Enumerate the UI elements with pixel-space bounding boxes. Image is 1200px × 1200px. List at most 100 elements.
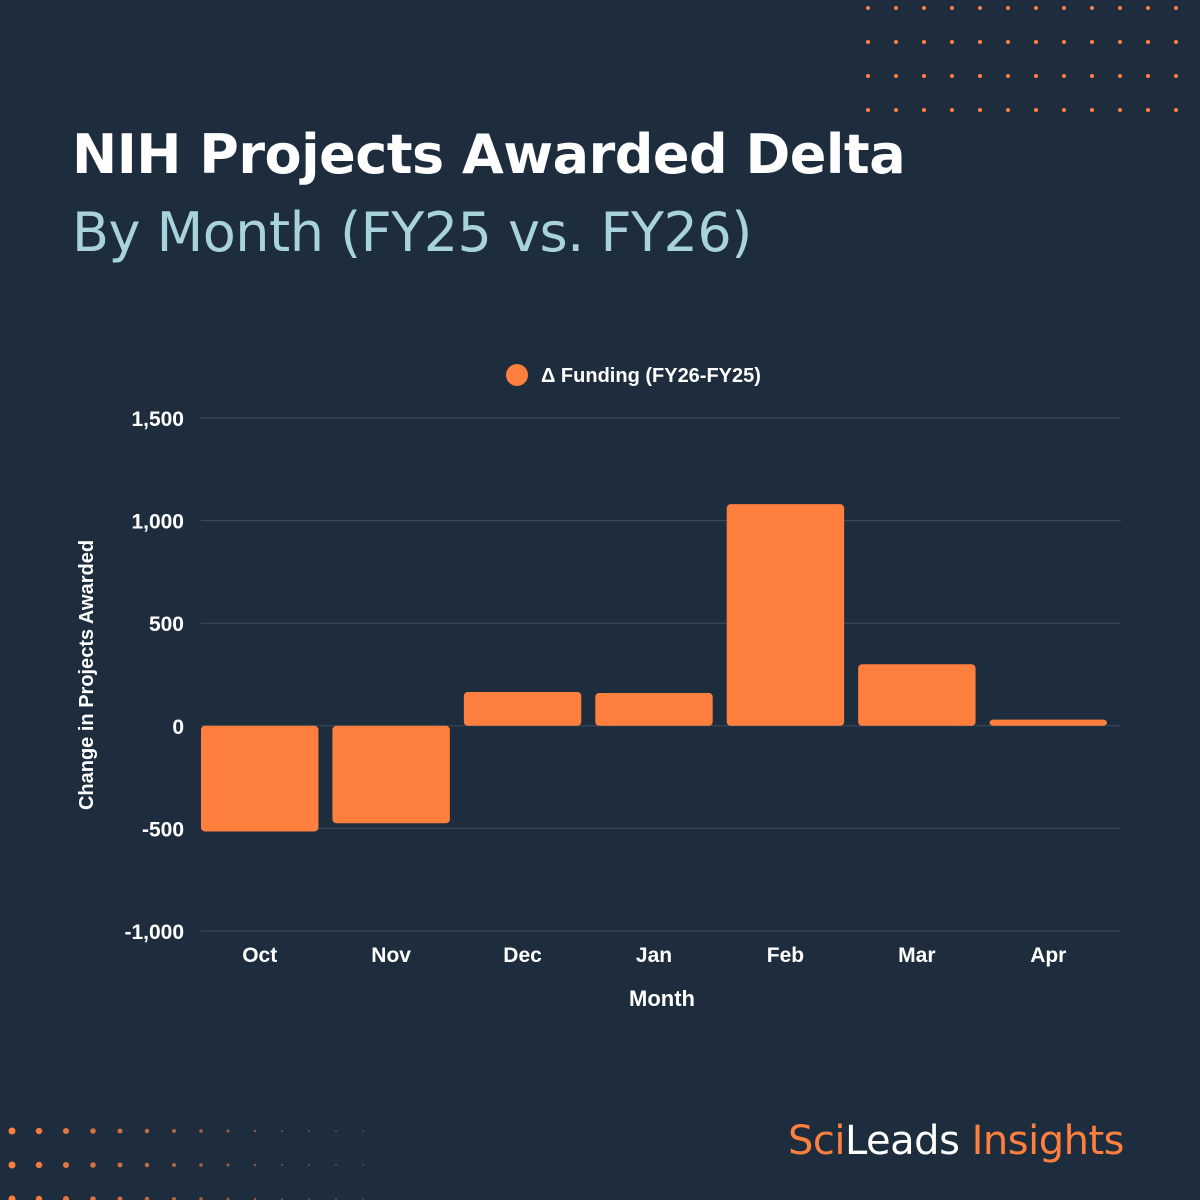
decor-dot [1006, 6, 1010, 10]
brand-leads: Leads [844, 1118, 960, 1164]
decor-dot [281, 1130, 283, 1132]
brand-insights: Insights [959, 1118, 1125, 1164]
decor-dot [866, 6, 870, 10]
decor-dot [894, 6, 898, 10]
decor-dot [1062, 108, 1066, 112]
decor-dot [1090, 108, 1094, 112]
decor-dot [199, 1163, 203, 1167]
decor-dot [172, 1129, 176, 1133]
decor-dot [1062, 74, 1066, 78]
decor-dot [950, 6, 954, 10]
chart-subtitle: By Month (FY25 vs. FY26) [72, 201, 752, 264]
decor-dot [8, 1195, 16, 1200]
decor-dot [226, 1163, 230, 1167]
decor-dot [1090, 40, 1094, 44]
x-tick-label: Jan [636, 944, 672, 967]
y-tick-label: 500 [149, 613, 184, 636]
bar-oct [201, 725, 319, 832]
decor-dot [35, 1127, 43, 1135]
y-axis-label: Change in Projects Awarded [76, 540, 98, 810]
grid-lines [201, 417, 1121, 932]
decor-dot [978, 6, 982, 10]
decorative-dots [8, 6, 1178, 1200]
decor-dot [199, 1129, 203, 1133]
decor-dot [1034, 40, 1038, 44]
legend-label: Δ Funding (FY26-FY25) [541, 365, 761, 387]
decor-dot [1034, 108, 1038, 112]
decor-dot [1174, 108, 1178, 112]
bar-mar [858, 664, 976, 726]
decor-dot [117, 1128, 123, 1134]
decor-dot [1006, 108, 1010, 112]
decor-dot [866, 40, 870, 44]
decor-dot [1006, 74, 1010, 78]
decor-dot [8, 1127, 16, 1135]
legend: Δ Funding (FY26-FY25) [506, 364, 761, 387]
decor-dot [90, 1128, 96, 1134]
x-tick-label: Dec [503, 944, 542, 967]
decor-dot [226, 1129, 230, 1133]
decor-dot [63, 1162, 69, 1168]
decor-dot [922, 108, 926, 112]
legend-marker [506, 364, 528, 386]
decor-dot [117, 1162, 123, 1168]
decor-dot [866, 74, 870, 78]
decor-dot [172, 1197, 176, 1200]
x-tick-label: Feb [767, 944, 804, 967]
decor-dot [1146, 108, 1150, 112]
decor-dot [1034, 6, 1038, 10]
brand-sci: Sci [787, 1118, 846, 1164]
y-tick-label: 1,500 [131, 408, 184, 431]
decor-dot [172, 1163, 176, 1167]
x-tick-label: Oct [242, 944, 277, 967]
decor-dot [1146, 40, 1150, 44]
decor-dot [894, 74, 898, 78]
decor-dot [1118, 40, 1122, 44]
decor-dot [1062, 6, 1066, 10]
decor-dot [1146, 74, 1150, 78]
decor-dot [335, 1164, 337, 1166]
decor-dot [922, 74, 926, 78]
x-tick-label: Nov [371, 944, 411, 967]
decor-dot [144, 1162, 150, 1168]
decor-dot [362, 1164, 364, 1166]
decor-dot [978, 108, 982, 112]
bar-jan [595, 692, 713, 726]
decor-dot [35, 1161, 43, 1169]
y-tick-label: 1,000 [131, 511, 184, 534]
decor-dot [1174, 74, 1178, 78]
decor-dot [866, 108, 870, 112]
decor-dot [362, 1130, 364, 1132]
decor-dot [1006, 40, 1010, 44]
decor-dot [308, 1164, 310, 1166]
bar-nov [332, 725, 450, 824]
x-axis-ticks: Oct Nov Dec Jan Feb Mar Apr [242, 944, 1066, 967]
decor-dot [1062, 40, 1066, 44]
decor-dot [950, 108, 954, 112]
decor-dot [90, 1196, 96, 1200]
decor-dot [1174, 6, 1178, 10]
bar-dec [463, 691, 582, 726]
decor-dot [1118, 6, 1122, 10]
decor-dot [117, 1196, 123, 1200]
bar-apr [989, 719, 1107, 726]
decor-dot [335, 1130, 337, 1132]
decor-dot [950, 40, 954, 44]
decor-dot [950, 74, 954, 78]
brand-logo: SciLeads Insights [787, 1118, 1125, 1164]
decor-dot [8, 1161, 16, 1169]
decor-dot [144, 1196, 150, 1200]
decor-dot [1034, 74, 1038, 78]
x-axis-label: Month [629, 986, 695, 1011]
bar-series [201, 504, 1107, 832]
decor-dot [978, 74, 982, 78]
bar-feb [726, 504, 845, 726]
x-tick-label: Mar [898, 944, 935, 967]
y-tick-label: -500 [142, 818, 184, 841]
decor-dot [1174, 40, 1178, 44]
decor-dot [1118, 74, 1122, 78]
decor-dot [253, 1163, 257, 1167]
y-tick-label: 0 [172, 716, 184, 739]
decor-dot [978, 40, 982, 44]
